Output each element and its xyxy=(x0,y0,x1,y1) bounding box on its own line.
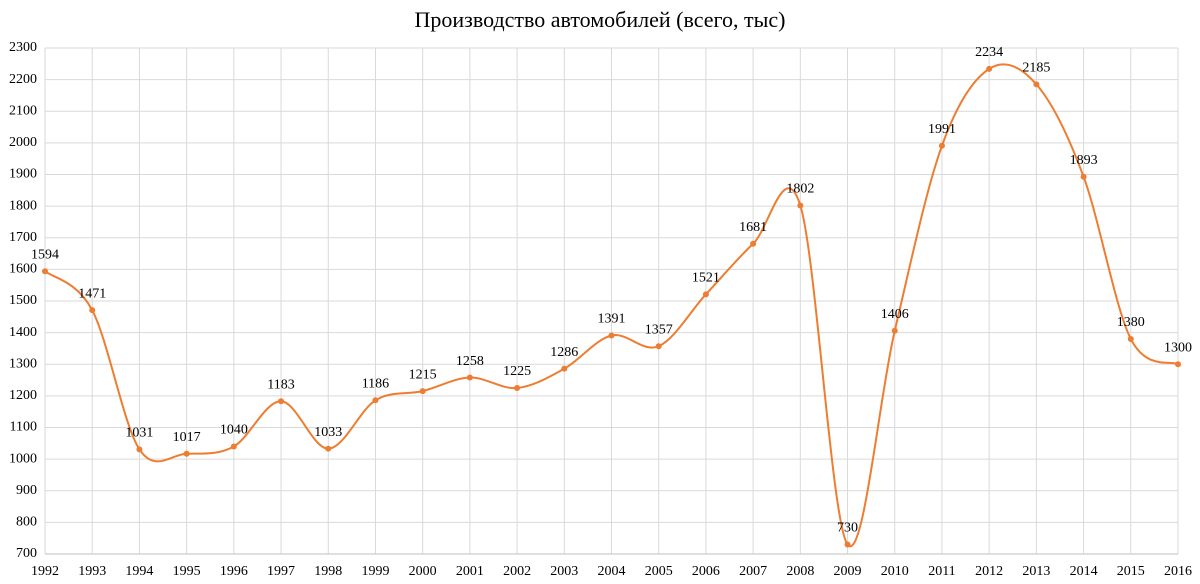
data-label: 1991 xyxy=(928,122,956,137)
point xyxy=(42,268,48,275)
data-label: 1391 xyxy=(598,312,626,327)
y-tick-label: 1600 xyxy=(9,262,37,277)
x-tick-label: 1999 xyxy=(361,564,389,579)
x-tick-label: 2004 xyxy=(598,564,626,579)
point xyxy=(136,446,143,453)
data-label: 1521 xyxy=(692,271,720,286)
x-tick-label: 2007 xyxy=(739,564,767,579)
data-label: 1183 xyxy=(267,377,294,392)
point xyxy=(655,343,662,350)
point xyxy=(1175,361,1181,368)
x-tick-label: 1994 xyxy=(125,564,153,579)
x-tick-label: 2010 xyxy=(881,564,909,579)
x-tick-label: 2001 xyxy=(456,564,484,579)
y-tick-label: 1900 xyxy=(9,167,37,182)
x-tick-label: 2016 xyxy=(1164,564,1192,579)
data-label: 1802 xyxy=(786,182,814,197)
y-tick-label: 2300 xyxy=(9,40,37,55)
x-tick-label: 2006 xyxy=(692,564,720,579)
y-tick-label: 1000 xyxy=(9,451,37,466)
x-tick-label: 2013 xyxy=(1022,564,1050,579)
data-label: 730 xyxy=(837,521,858,536)
y-tick-label: 800 xyxy=(16,515,37,530)
data-label: 1406 xyxy=(881,307,909,322)
data-label: 1681 xyxy=(739,220,767,235)
x-tick-label: 2000 xyxy=(409,564,437,579)
y-tick-label: 2200 xyxy=(9,72,37,87)
x-tick-label: 1998 xyxy=(314,564,342,579)
point xyxy=(372,397,379,404)
data-label: 1017 xyxy=(173,430,201,445)
y-tick-label: 1800 xyxy=(9,198,37,213)
y-tick-label: 1100 xyxy=(10,420,37,435)
point xyxy=(750,240,757,247)
data-label: 1286 xyxy=(550,345,578,360)
data-label: 2234 xyxy=(975,45,1003,60)
point xyxy=(608,332,615,339)
point xyxy=(702,291,709,298)
point xyxy=(1080,173,1087,180)
data-label: 1040 xyxy=(220,423,248,438)
x-tick-label: 2005 xyxy=(645,564,673,579)
x-tick-label: 2009 xyxy=(834,564,862,579)
data-label: 1300 xyxy=(1164,340,1192,355)
y-tick-label: 2000 xyxy=(9,135,37,150)
data-label: 1258 xyxy=(456,354,484,369)
point xyxy=(844,541,851,548)
data-label: 1215 xyxy=(409,367,437,382)
chart-title: Производство автомобилей (всего, тыс) xyxy=(414,7,785,32)
point xyxy=(183,450,190,457)
data-label: 1033 xyxy=(314,425,342,440)
point xyxy=(1033,81,1040,88)
y-tick-label: 1400 xyxy=(9,325,37,340)
data-label: 2185 xyxy=(1022,61,1050,76)
data-label: 1471 xyxy=(78,286,106,301)
x-tick-label: 2011 xyxy=(928,564,955,579)
y-tick-label: 1300 xyxy=(9,356,37,371)
x-tick-label: 1995 xyxy=(173,564,201,579)
point xyxy=(514,384,521,391)
x-tick-label: 1997 xyxy=(267,564,295,579)
y-tick-label: 700 xyxy=(16,546,37,561)
point xyxy=(891,327,898,334)
y-tick-label: 1200 xyxy=(9,388,37,403)
x-tick-label: 1992 xyxy=(31,564,59,579)
x-tick-label: 2002 xyxy=(503,564,531,579)
point xyxy=(89,307,96,314)
y-tick-label: 2100 xyxy=(9,103,37,118)
y-tick-label: 900 xyxy=(16,483,37,498)
point xyxy=(938,142,945,149)
y-tick-label: 1500 xyxy=(9,293,37,308)
data-label: 1186 xyxy=(362,377,389,392)
point xyxy=(230,443,237,450)
point xyxy=(986,65,993,72)
x-tick-label: 1996 xyxy=(220,564,248,579)
x-tick-label: 1993 xyxy=(78,564,106,579)
x-tick-label: 2015 xyxy=(1117,564,1145,579)
x-tick-label: 2014 xyxy=(1070,564,1098,579)
point xyxy=(797,202,804,209)
x-tick-label: 2008 xyxy=(786,564,814,579)
x-tick-label: 2003 xyxy=(550,564,578,579)
data-label: 1594 xyxy=(31,247,59,262)
data-label: 1357 xyxy=(645,322,673,337)
data-label: 1893 xyxy=(1070,153,1098,168)
point xyxy=(419,388,426,395)
point xyxy=(466,374,473,381)
point xyxy=(278,398,285,405)
x-tick-label: 2012 xyxy=(975,564,1003,579)
point xyxy=(1127,335,1134,342)
point xyxy=(561,365,568,372)
data-label: 1380 xyxy=(1117,315,1145,330)
point xyxy=(325,445,332,452)
data-label: 1225 xyxy=(503,364,531,379)
data-label: 1031 xyxy=(125,426,153,441)
y-tick-label: 1700 xyxy=(9,230,37,245)
